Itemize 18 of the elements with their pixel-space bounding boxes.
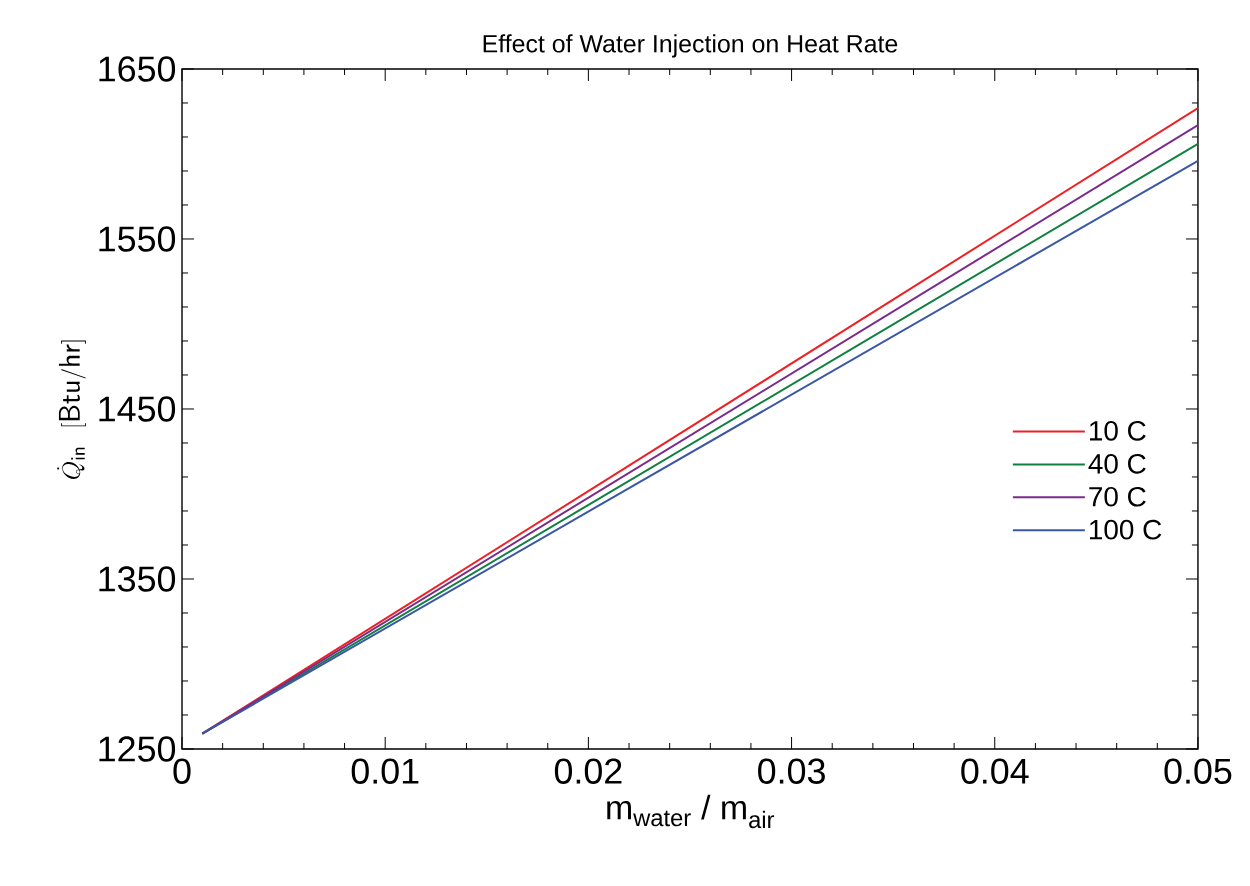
legend-label: 70 C (1089, 486, 1146, 507)
y-tick-label: 1450 (99, 396, 176, 422)
y-tick-label: 1550 (99, 226, 176, 252)
y-tick-label: 1650 (99, 56, 176, 82)
x-tick-label: 0.05 (1164, 758, 1232, 784)
x-tick-label: 0.01 (351, 758, 419, 784)
chart-title: Effect of Water Injection on Heat Rate (483, 34, 898, 58)
x-tick-label: 0 (173, 758, 191, 784)
legend-label: 10 C (1089, 420, 1146, 441)
y-axis-title: $\dot{Q}_{\mathsf{in}}\ \ \mathsf{[Btu/hr]}$ (57, 340, 86, 479)
x-tick-label: 0.04 (961, 758, 1029, 784)
y-tick-label: 1250 (99, 736, 176, 762)
y-tick-label: 1350 (99, 566, 176, 592)
x-tick-label: 0.02 (554, 758, 622, 784)
x-axis-title: m$_{water}$ / m$_{air}$ (607, 794, 775, 829)
legend-label: 100 C (1089, 519, 1162, 540)
legend-label: 40 C (1088, 453, 1146, 474)
x-tick-label: 0.03 (758, 758, 825, 784)
